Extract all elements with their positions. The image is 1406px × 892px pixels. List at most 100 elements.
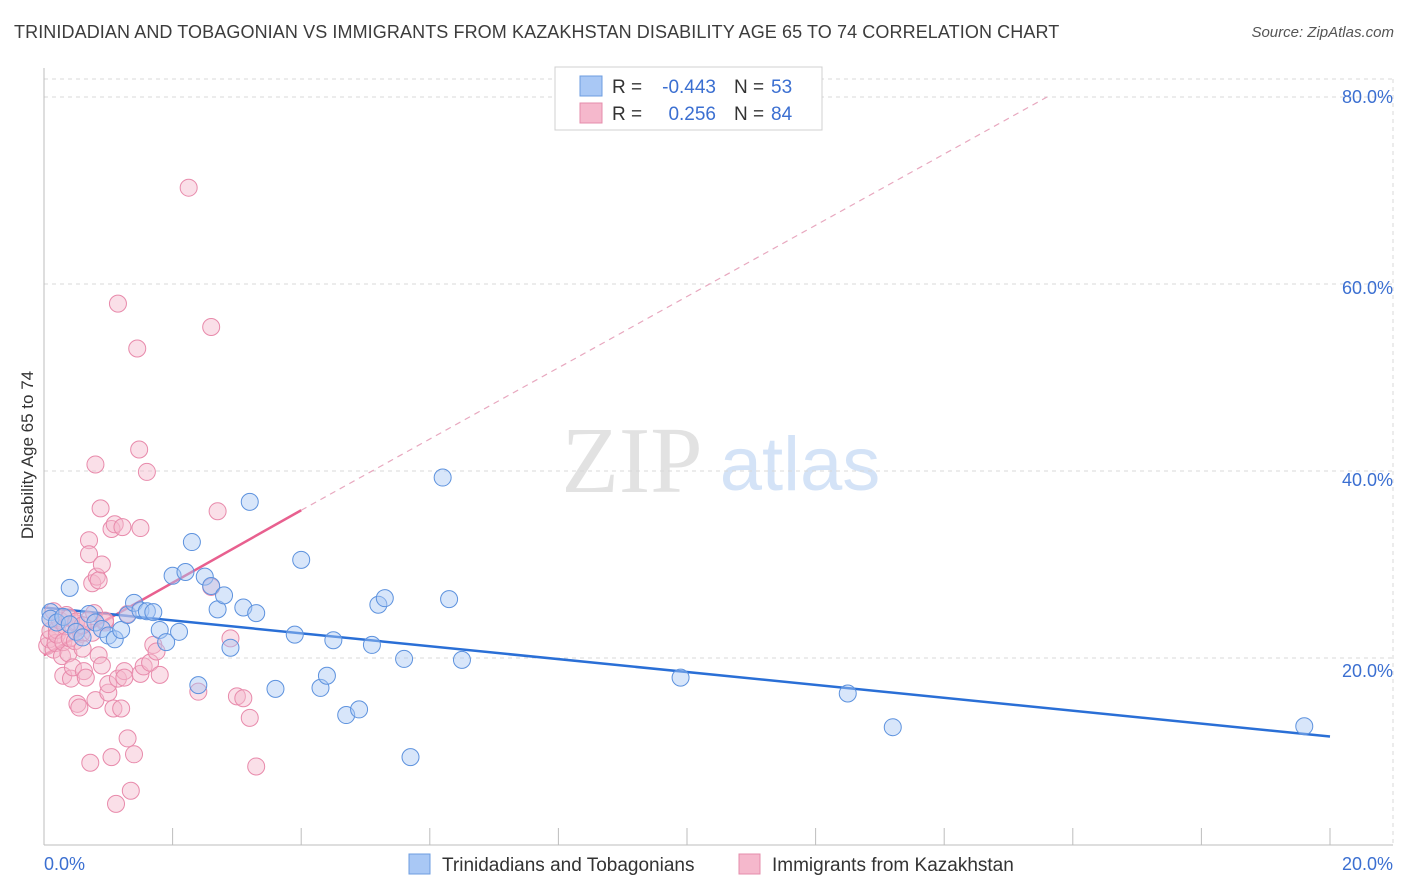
y-tick-label-40: 40.0% xyxy=(1342,470,1393,490)
legend-n-label-1: N = xyxy=(734,77,764,98)
point-kazakhstan-76 xyxy=(208,502,227,521)
point-trinidad-34 xyxy=(266,679,285,698)
point-kazakhstan-71 xyxy=(150,665,169,684)
point-trinidad-17 xyxy=(137,602,156,621)
point-kazakhstan-70 xyxy=(147,642,166,661)
point-kazakhstan-57 xyxy=(115,668,134,687)
y-axis-label: Disability Age 65 to 74 xyxy=(18,371,37,539)
point-kazakhstan-64 xyxy=(131,519,150,538)
point-kazakhstan-26 xyxy=(74,662,93,681)
y-tick-label-20: 20.0% xyxy=(1342,661,1393,681)
point-trinidad-18 xyxy=(144,603,163,622)
point-trinidad-7 xyxy=(73,628,92,647)
point-kazakhstan-51 xyxy=(107,794,126,813)
point-kazakhstan-61 xyxy=(125,745,144,764)
legend-r-label-1: R = xyxy=(612,77,642,98)
point-trinidad-35 xyxy=(285,625,304,644)
point-kazakhstan-59 xyxy=(118,729,137,748)
legend-n-value-1: 53 xyxy=(771,77,792,98)
point-kazakhstan-47 xyxy=(102,748,121,767)
point-kazakhstan-18 xyxy=(63,658,82,677)
point-kazakhstan-29 xyxy=(80,531,99,550)
point-trinidad-25 xyxy=(189,676,208,695)
point-kazakhstan-74 xyxy=(202,318,221,337)
point-kazakhstan-53 xyxy=(108,669,127,688)
point-kazakhstan-67 xyxy=(137,462,156,481)
point-kazakhstan-30 xyxy=(80,545,99,564)
chart-title: TRINIDADIAN AND TOBAGONIAN VS IMMIGRANTS… xyxy=(14,22,1060,42)
point-kazakhstan-40 xyxy=(91,499,110,518)
axes xyxy=(43,68,1393,846)
point-trinidad-30 xyxy=(221,638,240,657)
point-kazakhstan-72 xyxy=(179,178,198,197)
series-trinidad-points xyxy=(41,468,1314,767)
point-kazakhstan-77 xyxy=(221,629,240,648)
point-trinidad-26 xyxy=(195,567,214,586)
point-trinidad-45 xyxy=(395,649,414,668)
point-trinidad-5 xyxy=(60,578,79,597)
point-trinidad-47 xyxy=(433,468,452,487)
legend-swatch-blue xyxy=(579,75,603,97)
point-trinidad-49 xyxy=(452,650,471,669)
correlation-legend: R = -0.443 N = 53 R = 0.256 N = 84 xyxy=(554,66,823,131)
point-kazakhstan-80 xyxy=(240,708,259,727)
point-kazakhstan-49 xyxy=(104,699,123,718)
point-kazakhstan-46 xyxy=(99,675,118,694)
point-trinidad-53 xyxy=(1295,717,1314,736)
point-kazakhstan-54 xyxy=(112,699,131,718)
point-kazakhstan-78 xyxy=(227,687,246,706)
gridlines xyxy=(44,78,1394,845)
bottom-legend-label-2: Immigrants from Kazakhstan xyxy=(772,855,1014,876)
point-trinidad-44 xyxy=(375,589,394,608)
legend-r-value-1: -0.443 xyxy=(662,77,716,98)
point-trinidad-46 xyxy=(401,748,420,767)
point-kazakhstan-23 xyxy=(70,698,89,717)
series-legend: Trinidadians and Tobagonians Immigrants … xyxy=(408,853,1014,876)
point-trinidad-39 xyxy=(324,631,343,650)
point-trinidad-22 xyxy=(170,622,189,641)
point-kazakhstan-27 xyxy=(76,668,95,687)
legend-n-value-2: 84 xyxy=(771,104,793,125)
watermark-atlas: atlas xyxy=(720,422,881,507)
point-trinidad-24 xyxy=(182,533,201,552)
legend-swatch-pink xyxy=(579,102,603,124)
point-kazakhstan-31 xyxy=(81,753,100,772)
point-trinidad-36 xyxy=(292,550,311,569)
point-kazakhstan-79 xyxy=(234,689,253,708)
point-trinidad-33 xyxy=(247,604,266,623)
point-kazakhstan-52 xyxy=(108,294,127,313)
point-trinidad-50 xyxy=(671,668,690,687)
trend-line-kazakhstan xyxy=(43,509,302,657)
x-tick-label-max: 20.0% xyxy=(1342,854,1393,874)
y-tick-label-80: 80.0% xyxy=(1342,87,1393,107)
point-kazakhstan-38 xyxy=(89,571,108,590)
point-kazakhstan-63 xyxy=(130,440,149,459)
point-trinidad-52 xyxy=(883,718,902,737)
point-trinidad-51 xyxy=(838,684,857,703)
source-credit: Source: ZipAtlas.com xyxy=(1251,24,1394,41)
point-kazakhstan-68 xyxy=(141,653,160,672)
point-trinidad-13 xyxy=(112,620,131,639)
point-trinidad-41 xyxy=(350,700,369,719)
point-trinidad-23 xyxy=(176,562,195,581)
point-trinidad-32 xyxy=(240,492,259,511)
point-kazakhstan-55 xyxy=(113,518,132,537)
point-trinidad-15 xyxy=(125,593,144,612)
point-kazakhstan-15 xyxy=(60,629,79,648)
bottom-legend-swatch-blue xyxy=(408,853,431,875)
y-tick-label-60: 60.0% xyxy=(1342,278,1393,298)
point-trinidad-29 xyxy=(215,586,234,605)
point-trinidad-12 xyxy=(105,630,124,649)
legend-r-value-2: 0.256 xyxy=(668,104,716,125)
point-trinidad-10 xyxy=(92,620,111,639)
point-kazakhstan-62 xyxy=(128,339,147,358)
x-tick-label-min: 0.0% xyxy=(44,854,85,874)
watermark-zip: ZIP xyxy=(562,409,703,513)
point-trinidad-9 xyxy=(86,613,105,632)
point-kazakhstan-35 xyxy=(86,455,105,474)
point-trinidad-38 xyxy=(317,666,336,685)
point-kazakhstan-41 xyxy=(92,555,111,574)
point-trinidad-20 xyxy=(157,633,176,652)
point-trinidad-3 xyxy=(54,607,73,626)
